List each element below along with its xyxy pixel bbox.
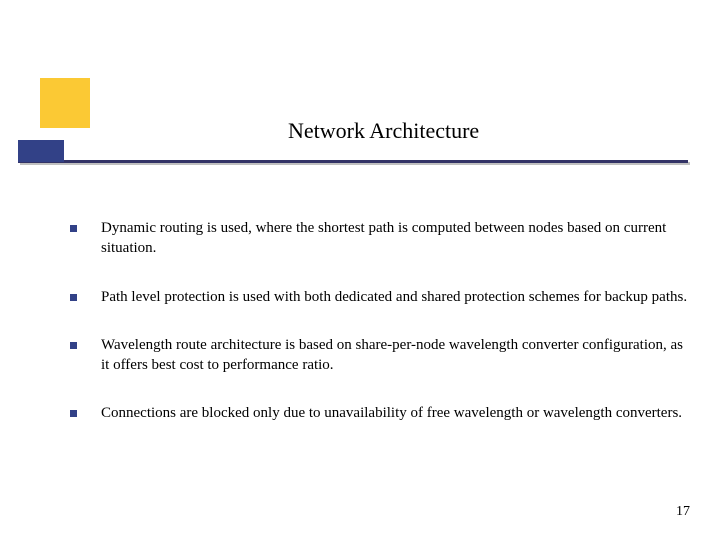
list-item: Connections are blocked only due to unav… — [70, 403, 690, 423]
decor-blue-block — [18, 140, 64, 162]
list-item: Dynamic routing is used, where the short… — [70, 218, 690, 259]
decor-rule-line — [18, 160, 688, 163]
bullet-square-icon — [70, 225, 77, 232]
bullet-text: Connections are blocked only due to unav… — [101, 403, 682, 423]
bullet-text: Wavelength route architecture is based o… — [101, 335, 690, 376]
list-item: Wavelength route architecture is based o… — [70, 335, 690, 376]
bullet-text: Dynamic routing is used, where the short… — [101, 218, 690, 259]
slide-container: Network Architecture Dynamic routing is … — [0, 0, 720, 540]
decor-yellow-block — [40, 78, 90, 128]
list-item: Path level protection is used with both … — [70, 287, 690, 307]
slide-title: Network Architecture — [288, 118, 479, 144]
bullet-square-icon — [70, 410, 77, 417]
bullet-square-icon — [70, 342, 77, 349]
bullet-list: Dynamic routing is used, where the short… — [70, 218, 690, 452]
bullet-square-icon — [70, 294, 77, 301]
page-number: 17 — [676, 504, 690, 520]
bullet-text: Path level protection is used with both … — [101, 287, 687, 307]
